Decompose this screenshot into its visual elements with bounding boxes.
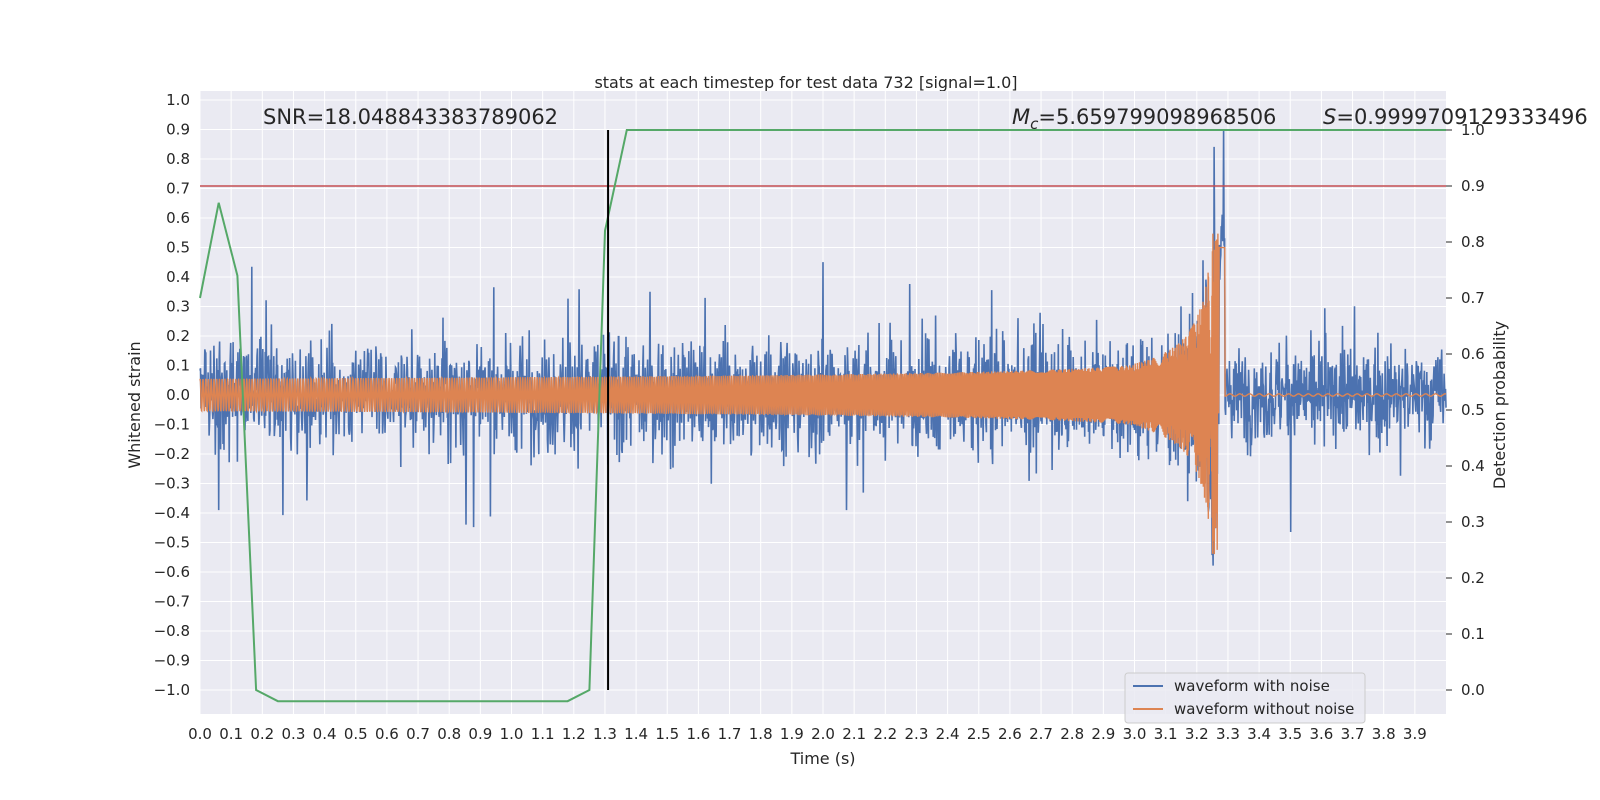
x-tick-label: 0.6: [375, 725, 399, 743]
y-tick-label: 0.6: [166, 209, 190, 227]
x-tick-label: 1.8: [749, 725, 773, 743]
y2-tick-label: 0.2: [1461, 569, 1485, 587]
y-tick-label: 0.9: [166, 121, 190, 139]
x-tick-label: 3.4: [1247, 725, 1271, 743]
x-tick-label: 3.7: [1341, 725, 1365, 743]
x-tick-label: 3.8: [1372, 725, 1396, 743]
y-tick-label: −0.7: [154, 593, 190, 611]
x-tick-label: 1.6: [686, 725, 710, 743]
y-tick-label: −0.2: [154, 445, 190, 463]
x-tick-label: 2.4: [936, 725, 960, 743]
x-tick-label: 3.6: [1309, 725, 1333, 743]
y-tick-label: −0.5: [154, 534, 190, 552]
y-tick-label: −0.3: [154, 475, 190, 493]
y-tick-label: 0.1: [166, 357, 190, 375]
x-tick-label: 3.3: [1216, 725, 1240, 743]
y2-tick-label: 0.6: [1461, 345, 1485, 363]
y-tick-label: 0.5: [166, 239, 190, 257]
x-tick-label: 2.1: [842, 725, 866, 743]
x-tick-label: 0.8: [437, 725, 461, 743]
x-tick-label: 2.2: [873, 725, 897, 743]
y-tick-label: −1.0: [154, 681, 190, 699]
x-tick-label: 0.1: [219, 725, 243, 743]
legend-label-clean: waveform without noise: [1174, 700, 1354, 718]
s-value: =0.9999709129333496: [1336, 105, 1587, 129]
x-tick-label: 3.5: [1278, 725, 1302, 743]
x-tick-label: 3.2: [1185, 725, 1209, 743]
x-axis-label: Time (s): [789, 749, 855, 768]
chirp-mass-subscript: c: [1030, 115, 1039, 133]
y2-tick-label: 0.0: [1461, 681, 1485, 699]
chart-title: stats at each timestep for test data 732…: [594, 73, 1017, 92]
snr-annotation: SNR=18.048843383789062: [263, 105, 558, 129]
x-tick-label: 0.7: [406, 725, 430, 743]
legend: waveform with noise waveform without noi…: [1124, 672, 1366, 724]
y-tick-label: 0.0: [166, 386, 190, 404]
x-tick-label: 3.0: [1123, 725, 1147, 743]
x-tick-label: 1.7: [718, 725, 742, 743]
x-tick-label: 2.0: [811, 725, 835, 743]
y2-tick-label: 0.4: [1461, 457, 1485, 475]
s-symbol: S: [1323, 105, 1336, 129]
x-tick-label: 1.0: [500, 725, 524, 743]
y-tick-label: −0.9: [154, 652, 190, 670]
x-tick-label: 3.9: [1403, 725, 1427, 743]
x-tick-label: 1.4: [624, 725, 648, 743]
y-tick-label: 0.3: [166, 298, 190, 316]
y-tick-label: −0.1: [154, 416, 190, 434]
y2-tick-label: 1.0: [1461, 121, 1485, 139]
x-tick-label: 1.5: [655, 725, 679, 743]
chirp-mass-annotation: Mc=5.659799098968506: [1012, 105, 1276, 133]
x-tick-label: 2.5: [967, 725, 991, 743]
x-tick-label: 2.8: [1060, 725, 1084, 743]
y-axis-label: Whitened strain: [125, 341, 144, 468]
x-tick-label: 1.2: [562, 725, 586, 743]
chirp-mass-value: =5.659799098968506: [1038, 105, 1276, 129]
y-tick-label: 0.7: [166, 180, 190, 198]
y-tick-label: −0.4: [154, 504, 190, 522]
x-tick-label: 2.6: [998, 725, 1022, 743]
y-axis-ticks: 1.0 0.9 0.8 0.7 0.6 0.5 0.4 0.3 0.2 0.1 0.0 −0.1 −0.…: [154, 91, 190, 699]
y2-axis-ticks: 1.0 0.9 0.8 0.7 0.6 0.5 0.4 0.3 0.2 0.1 0.0: [1446, 121, 1485, 699]
x-tick-label: 0.2: [250, 725, 274, 743]
y2-tick-label: 0.7: [1461, 289, 1485, 307]
y2-tick-label: 0.9: [1461, 177, 1485, 195]
legend-label-noisy: waveform with noise: [1174, 677, 1330, 695]
y2-tick-label: 0.5: [1461, 401, 1485, 419]
y2-tick-label: 0.1: [1461, 625, 1485, 643]
x-tick-label: 0.0: [188, 725, 212, 743]
y2-tick-label: 0.3: [1461, 513, 1485, 531]
y-tick-label: 0.2: [166, 327, 190, 345]
y2-axis-label: Detection probability: [1490, 321, 1509, 489]
x-tick-label: 0.5: [344, 725, 368, 743]
x-tick-label: 0.4: [313, 725, 337, 743]
legend-box: [1124, 672, 1366, 724]
y-tick-label: 1.0: [166, 91, 190, 109]
series-waveform-without-noise: [199, 233, 1447, 555]
s-annotation: S=0.9999709129333496: [1323, 105, 1588, 129]
x-tick-label: 2.3: [905, 725, 929, 743]
x-axis-ticks: 0.0 0.1 0.2 0.3 0.4 0.5 0.6 0.7 0.8 0.9 1.0 1.1 1.2 1…: [188, 725, 1427, 743]
x-tick-label: 2.7: [1029, 725, 1053, 743]
x-tick-label: 1.1: [531, 725, 555, 743]
clean-waveform-line: [199, 233, 1447, 555]
x-tick-label: 0.9: [468, 725, 492, 743]
x-tick-label: 3.1: [1154, 725, 1178, 743]
chirp-mass-symbol: M: [1012, 105, 1030, 129]
x-tick-label: 1.3: [593, 725, 617, 743]
y-tick-label: 0.8: [166, 150, 190, 168]
y-tick-label: 0.4: [166, 268, 190, 286]
x-tick-label: 2.9: [1091, 725, 1115, 743]
x-tick-label: 0.3: [282, 725, 306, 743]
x-tick-label: 1.9: [780, 725, 804, 743]
y2-tick-label: 0.8: [1461, 233, 1485, 251]
y-tick-label: −0.6: [154, 563, 190, 581]
y-tick-label: −0.8: [154, 622, 190, 640]
